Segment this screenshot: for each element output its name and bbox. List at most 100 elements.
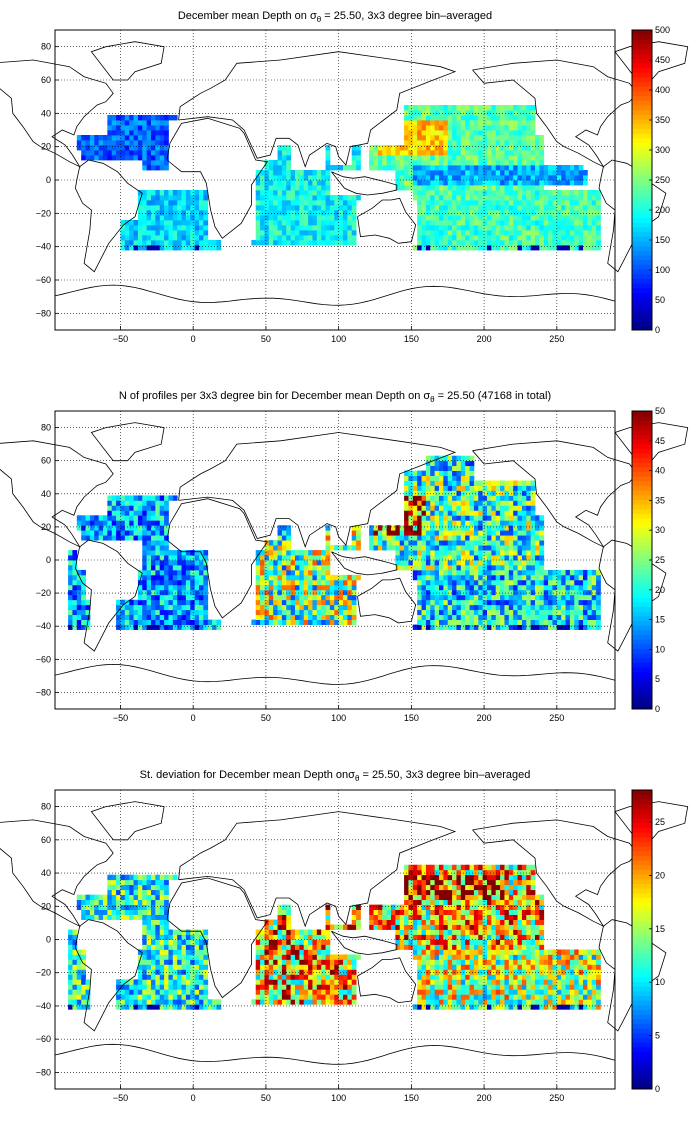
heatmap-cell [72, 969, 78, 975]
heatmap-cell [495, 485, 501, 491]
heatmap-cell [172, 939, 178, 945]
heatmap-cell [513, 185, 518, 191]
heatmap-cell [142, 145, 148, 151]
heatmap-cell [72, 560, 78, 566]
heatmap-cell [316, 614, 322, 620]
heatmap-cell [159, 574, 165, 581]
heatmap-cell [286, 170, 292, 176]
heatmap-cell [587, 569, 593, 576]
heatmap-cell [68, 939, 73, 945]
heatmap-cell [596, 190, 601, 196]
heatmap-cell [460, 510, 466, 516]
heatmap-cell [465, 455, 470, 462]
heatmap-cell [417, 574, 422, 581]
heatmap-cell [255, 994, 261, 1000]
heatmap-cell [526, 180, 532, 186]
heatmap-cell [526, 530, 532, 536]
heatmap-cell [421, 510, 427, 516]
heatmap-cell [290, 979, 296, 985]
heatmap-cell [447, 120, 453, 126]
heatmap-cell [548, 175, 553, 181]
heatmap-cell [124, 240, 130, 246]
heatmap-cell [404, 520, 409, 526]
heatmap-cell [199, 220, 204, 226]
y-tick-label: 40 [41, 108, 51, 118]
heatmap-cell [295, 190, 300, 196]
heatmap-cell [583, 190, 588, 196]
heatmap-cell [334, 589, 340, 596]
heatmap-cell [456, 245, 462, 251]
heatmap-cell [399, 555, 405, 561]
heatmap-cell [281, 589, 287, 596]
heatmap-cell [465, 110, 470, 116]
heatmap-cell [565, 170, 571, 176]
heatmap-cell [159, 560, 165, 566]
heatmap-cell [417, 130, 422, 136]
heatmap-cell [478, 609, 484, 616]
heatmap-cell [491, 525, 497, 531]
heatmap-cell [430, 235, 436, 241]
heatmap-cell [425, 120, 431, 126]
heatmap-cell [430, 540, 436, 546]
heatmap-cell [447, 569, 453, 576]
heatmap-cell [447, 525, 453, 531]
heatmap-cell [447, 225, 453, 231]
heatmap-cell [517, 245, 523, 251]
heatmap-cell [513, 560, 518, 566]
heatmap-cell [539, 150, 545, 156]
heatmap-cell [417, 115, 422, 121]
heatmap-cell [129, 994, 134, 1000]
heatmap-cell [574, 215, 580, 221]
heatmap-cell [273, 584, 278, 591]
heatmap-cell [142, 510, 148, 516]
heatmap-cell [120, 510, 126, 516]
heatmap-cell [377, 545, 383, 551]
heatmap-cell [513, 614, 518, 620]
heatmap-cell [264, 545, 270, 551]
heatmap-cell [299, 954, 305, 960]
y-tick-label: −40 [36, 621, 51, 631]
heatmap-cell [303, 185, 309, 191]
heatmap-cell [412, 550, 418, 556]
heatmap-cell [487, 160, 492, 166]
heatmap-cell [569, 584, 575, 591]
heatmap-cell [286, 579, 292, 586]
heatmap-cell [469, 604, 475, 611]
heatmap-cell [487, 530, 492, 536]
heatmap-cell [177, 984, 182, 990]
heatmap-cell [473, 535, 479, 541]
heatmap-cell [286, 939, 292, 945]
heatmap-cell [404, 180, 409, 186]
heatmap-cell [172, 594, 178, 601]
heatmap-cell [491, 215, 497, 221]
heatmap-cell [308, 205, 313, 211]
heatmap-cell [268, 989, 274, 995]
heatmap-cell [264, 225, 270, 231]
heatmap-cell [456, 599, 462, 606]
heatmap-cell [264, 230, 270, 236]
y-tick-label: −60 [36, 654, 51, 664]
heatmap-cell [299, 939, 305, 945]
heatmap-cell [495, 145, 501, 151]
heatmap-cell [76, 604, 82, 611]
heatmap-cell [137, 609, 143, 616]
heatmap-cell [587, 604, 593, 611]
heatmap-cell [465, 130, 470, 136]
heatmap-cell [456, 564, 462, 571]
heatmap-cell [347, 235, 353, 241]
heatmap-cell [343, 619, 348, 625]
heatmap-cell [439, 225, 444, 231]
heatmap-cell [168, 115, 174, 121]
heatmap-cell [299, 550, 305, 556]
heatmap-cell [508, 574, 514, 581]
heatmap-cell [447, 604, 453, 611]
heatmap-cell [203, 200, 209, 206]
heatmap-cell [155, 919, 161, 925]
heatmap-cell [404, 145, 409, 151]
heatmap-cell [421, 480, 427, 486]
heatmap-cell [356, 155, 361, 161]
heatmap-cell [260, 574, 265, 581]
heatmap-cell [203, 959, 209, 965]
heatmap-cell [491, 550, 497, 556]
heatmap-cell [495, 604, 501, 611]
